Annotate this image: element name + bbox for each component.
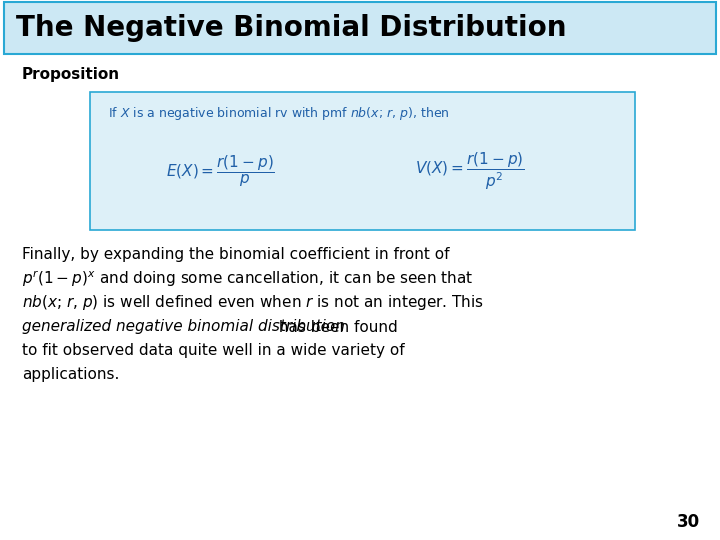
Text: Finally, by expanding the binomial coefficient in front of: Finally, by expanding the binomial coeff… (22, 247, 449, 262)
Text: The Negative Binomial Distribution: The Negative Binomial Distribution (16, 14, 567, 42)
Text: $E(X) = \dfrac{r(1-p)}{p}$: $E(X) = \dfrac{r(1-p)}{p}$ (166, 153, 274, 189)
Text: If $X$ is a negative binomial rv with pmf $\mathit{nb}$($x$; $r$, $p$), then: If $X$ is a negative binomial rv with pm… (108, 105, 449, 123)
Text: to fit observed data quite well in a wide variety of: to fit observed data quite well in a wid… (22, 343, 405, 359)
Text: Proposition: Proposition (22, 68, 120, 83)
Text: generalized negative binomial distribution: generalized negative binomial distributi… (22, 320, 345, 334)
FancyBboxPatch shape (4, 2, 716, 54)
Text: 30: 30 (677, 513, 700, 531)
Text: applications.: applications. (22, 368, 120, 382)
Text: $nb$($x$; $r$, $p$) is well defined even when $r$ is not an integer. This: $nb$($x$; $r$, $p$) is well defined even… (22, 294, 484, 313)
FancyBboxPatch shape (90, 92, 635, 230)
Text: $V(X) = \dfrac{r(1-p)}{p^2}$: $V(X) = \dfrac{r(1-p)}{p^2}$ (415, 150, 525, 192)
Text: has been found: has been found (274, 320, 397, 334)
Text: $p^r(1-p)^x$ and doing some cancellation, it can be seen that: $p^r(1-p)^x$ and doing some cancellation… (22, 269, 473, 289)
